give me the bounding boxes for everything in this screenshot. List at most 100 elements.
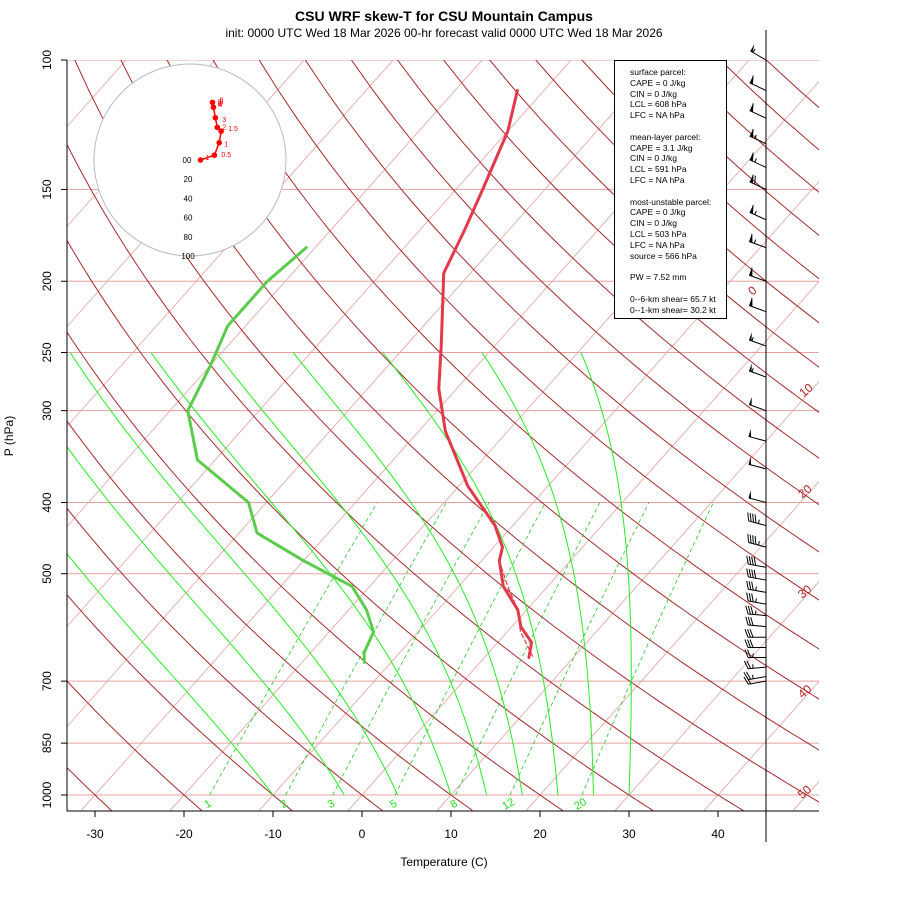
dry-adiabat-line xyxy=(120,60,819,751)
wind-barb xyxy=(749,103,767,119)
barb-full xyxy=(753,556,757,566)
barb-full xyxy=(751,152,754,162)
temperature-trace xyxy=(437,88,534,659)
mixing-ratio-line xyxy=(394,502,546,796)
isotherm-line xyxy=(67,60,483,528)
hodograph-point-label: 0.5 xyxy=(221,152,231,159)
wind-barb xyxy=(749,174,767,190)
mixing-ratio-label: 3 xyxy=(326,798,337,811)
barb-half xyxy=(754,210,757,215)
x-tick-label: -30 xyxy=(86,827,104,841)
barb-full xyxy=(751,174,754,184)
stats-line: most-unstable parcel: xyxy=(630,196,712,207)
barb-full xyxy=(745,605,749,615)
barb-full xyxy=(750,617,754,626)
moist-adiabat-line xyxy=(69,352,399,796)
hodograph-point xyxy=(197,157,204,163)
wind-barb xyxy=(743,676,767,685)
x-tick-label: 0 xyxy=(359,827,366,841)
barb-full xyxy=(749,534,752,544)
barb-half xyxy=(757,541,760,546)
barb-flag xyxy=(748,456,751,465)
barb-half xyxy=(752,48,756,53)
hodograph-point-label: 1 xyxy=(224,142,228,149)
stats-line: PW = 7.52 mm xyxy=(630,272,687,283)
barb-full xyxy=(747,533,750,543)
x-tick-label: -20 xyxy=(175,827,193,841)
hodograph-ring-label: 60 xyxy=(184,214,193,223)
stats-line: CIN = 0 J/kg xyxy=(630,88,678,99)
hodograph-point-label: 5 xyxy=(219,99,223,106)
barb-shaft xyxy=(748,613,767,617)
isotherm-line xyxy=(67,60,661,728)
hodograph-point-label: 1 xyxy=(205,155,209,162)
barb-full xyxy=(754,175,756,185)
isotherm-label: 0 xyxy=(745,283,759,298)
x-tick-label: -10 xyxy=(264,827,282,841)
wind-barb xyxy=(748,363,767,378)
barb-full xyxy=(744,629,749,638)
barb-full xyxy=(746,568,749,578)
y-tick-label: 700 xyxy=(40,671,54,691)
stats-line: 0--1-km shear= 30.2 kt xyxy=(630,304,716,315)
wind-barb xyxy=(749,204,767,221)
wind-barb xyxy=(749,75,767,91)
mixing-ratio-label: 1 xyxy=(202,798,213,811)
barb-full xyxy=(746,592,749,602)
x-axis-label: Temperature (C) xyxy=(400,855,487,869)
wind-barb xyxy=(748,298,767,313)
hodograph-point-label: 3 xyxy=(222,117,226,124)
barb-half xyxy=(753,239,757,244)
y-tick-label: 250 xyxy=(40,342,54,362)
shear-block: 0--6-km shear= 65.7 kt 0--1-km shear= 30… xyxy=(630,294,726,316)
barb-full xyxy=(750,606,754,615)
isotherm-line xyxy=(525,480,819,811)
barb-full xyxy=(747,616,752,626)
barb-half xyxy=(754,134,757,139)
barb-shaft xyxy=(748,666,767,670)
wind-barb xyxy=(746,568,767,581)
stats-line: CAPE = 0 J/kg xyxy=(630,77,686,88)
barb-half xyxy=(751,336,754,342)
moist-adiabat-line xyxy=(382,352,559,796)
chart-subtitle: init: 0000 UTC Wed 18 Mar 2026 00-hr for… xyxy=(225,26,662,40)
surface-parcel-block: surface parcel: CAPE = 0 J/kg CIN = 0 J/… xyxy=(630,67,726,121)
mixing-ratio-label: 5 xyxy=(388,798,399,811)
barb-full xyxy=(746,580,749,590)
parcel-stats-box: surface parcel: CAPE = 0 J/kg CIN = 0 J/… xyxy=(614,60,727,319)
wind-barb xyxy=(748,490,767,503)
barb-full xyxy=(743,660,749,669)
mean-layer-parcel-block: mean-layer parcel: CAPE = 3.1 J/kg CIN =… xyxy=(630,132,726,186)
barb-full xyxy=(751,581,754,591)
barb-half xyxy=(755,598,757,603)
dry-adiabat-line xyxy=(396,60,819,459)
mixing-ratio-line xyxy=(455,502,601,796)
barb-full xyxy=(754,535,757,545)
barb-shaft xyxy=(748,404,767,412)
mixing-ratio-line xyxy=(509,502,650,796)
y-axis-label: P (hPa) xyxy=(2,416,16,456)
barb-shaft xyxy=(748,520,767,527)
hodograph-point-label: 1.5 xyxy=(228,126,238,133)
stats-line: LCL = 591 hPa xyxy=(630,164,687,175)
hodograph-ring-label: 20 xyxy=(184,175,193,184)
wind-barb xyxy=(748,428,767,442)
barb-full xyxy=(751,128,754,138)
barb-full xyxy=(751,75,754,85)
barb-full xyxy=(752,535,754,544)
stats-line: CAPE = 3.1 J/kg xyxy=(630,142,693,153)
barb-shaft xyxy=(748,339,767,347)
hodograph-ring-label: 40 xyxy=(184,194,193,203)
barb-shaft xyxy=(748,435,767,442)
barb-full xyxy=(745,671,752,680)
hodograph-ring xyxy=(93,63,287,257)
barb-full xyxy=(748,581,752,590)
y-tick-label: 200 xyxy=(40,271,54,291)
barb-full xyxy=(749,639,754,648)
barb-flag xyxy=(750,44,755,53)
x-tick-label: 10 xyxy=(444,827,458,841)
barb-full xyxy=(754,514,757,523)
barb-flag xyxy=(748,490,751,499)
x-tick-label: 20 xyxy=(533,827,547,841)
